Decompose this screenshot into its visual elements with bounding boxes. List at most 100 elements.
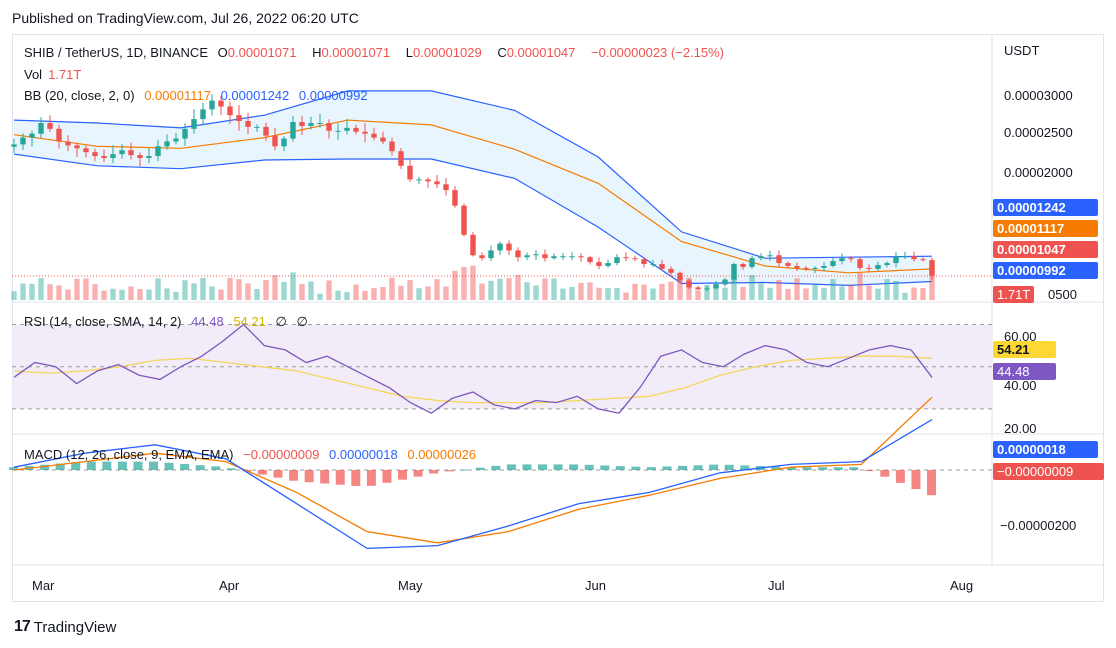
volume-bar (830, 279, 836, 300)
macd-histogram-bar (491, 465, 501, 470)
volume-bar (74, 278, 80, 300)
rsi-sma-value: 54.21 (233, 314, 266, 329)
volume-bar (893, 280, 899, 300)
macd-histogram-bar (102, 461, 112, 470)
volume-bar (119, 289, 125, 300)
candle-body (398, 151, 404, 166)
volume-bar (650, 288, 656, 300)
macd-histogram-bar (740, 465, 750, 470)
bb-label: BB (20, close, 2, 0) (24, 88, 135, 103)
macd-histogram-bar (849, 467, 859, 470)
volume-bar (668, 281, 674, 300)
volume-bar (272, 275, 278, 300)
volume-bar (533, 285, 539, 300)
candle-body (659, 264, 665, 269)
candle-body (29, 133, 35, 138)
macd-histogram-bar (149, 461, 159, 470)
macd-pane (9, 396, 992, 550)
bb-legend[interactable]: BB (20, close, 2, 0) 0.00001117 0.000012… (24, 88, 374, 103)
volume-bar (29, 283, 35, 300)
volume-bar (308, 281, 314, 300)
volume-bar (677, 277, 683, 300)
candle-body (893, 256, 899, 264)
macd-histogram-bar (771, 466, 781, 470)
candle-body (308, 122, 314, 126)
candle-body (20, 137, 26, 145)
volume-bar (524, 282, 530, 300)
rsi-tick: 40.00 (1004, 378, 1037, 393)
candle-body (101, 156, 107, 159)
macd-histogram-bar (429, 470, 439, 474)
candle-body (47, 122, 53, 129)
macd-histogram-bar (693, 465, 703, 470)
macd-legend[interactable]: MACD (12, 26, close, 9, EMA, EMA) −0.000… (24, 447, 482, 462)
candle-body (65, 141, 71, 146)
candle-body (839, 258, 845, 262)
macd-histogram-bar (335, 470, 345, 485)
volume-bar (92, 284, 98, 300)
unit-label: USDT (1004, 43, 1040, 58)
open-value: 0.00001071 (227, 45, 297, 60)
macd-line (13, 419, 933, 550)
tradingview-logo-icon: 17 (14, 618, 31, 635)
macd-histogram-bar (397, 470, 407, 480)
rsi-legend[interactable]: RSI (14, close, SMA, 14, 2) 44.48 54.21 … (24, 314, 308, 329)
candle-body (551, 256, 557, 259)
candle-body (119, 150, 125, 155)
candle-body (164, 141, 170, 147)
volume-tag: 1.71T (993, 286, 1035, 303)
bb-fill (14, 90, 932, 286)
volume-bar (335, 290, 341, 300)
candle-body (857, 259, 863, 268)
tradingview-brand[interactable]: 17 TradingView (14, 618, 116, 636)
macd-line-value: 0.00000018 (329, 447, 398, 462)
symbol-legend[interactable]: SHIB / TetherUS, 1D, BINANCE O0.00001071… (24, 45, 725, 60)
volume-bar (380, 287, 386, 300)
volume-bar (209, 286, 215, 300)
candle-body (497, 243, 503, 251)
macd-tick: −0.00000200 (1000, 518, 1077, 533)
candle-body (830, 261, 836, 266)
volume-bar (515, 274, 521, 300)
candle-body (758, 256, 764, 259)
candle-body (785, 263, 791, 266)
candle-body (587, 257, 593, 263)
candle-body (74, 145, 80, 149)
volume-bar (110, 288, 116, 300)
volume-bar (434, 279, 440, 300)
candle-body (263, 126, 269, 136)
macd-histogram-bar (304, 470, 314, 483)
macd-histogram-bar (553, 464, 563, 470)
volume-bar (191, 283, 197, 300)
macd-histogram-bar (864, 470, 874, 471)
volume-bar (443, 286, 449, 300)
volume-legend[interactable]: Vol 1.71T (24, 67, 82, 82)
volume-bar (713, 283, 719, 300)
macd-histogram-bar (709, 464, 719, 470)
volume-bar (101, 290, 107, 300)
macd-histogram-bar (257, 470, 267, 475)
volume-bar (911, 287, 917, 300)
volume-bar (839, 286, 845, 300)
candle-body (452, 190, 458, 206)
macd-line-tag: 0.00000018 (993, 441, 1098, 458)
candle-body (110, 154, 116, 159)
rsi-line (13, 323, 933, 414)
volume-bar (929, 264, 935, 300)
macd-label: MACD (12, 26, close, 9, EMA, EMA) (24, 447, 234, 462)
price-tick: 0.00002000 (1004, 165, 1073, 180)
candle-body (128, 150, 134, 156)
volume-bar (164, 288, 170, 300)
candle-body (623, 257, 629, 259)
volume-bar (641, 284, 647, 300)
symbol-label: SHIB / TetherUS, 1D, BINANCE (24, 45, 208, 60)
candle-body (650, 264, 656, 266)
candle-body (524, 255, 530, 258)
volume-bar (200, 277, 206, 300)
change-value: −0.00000023 (−2.15%) (591, 45, 725, 60)
macd-histogram-bar (646, 467, 656, 470)
volume-bar (344, 292, 350, 300)
volume-bar (614, 287, 620, 300)
x-tick-apr: Apr (219, 578, 240, 593)
